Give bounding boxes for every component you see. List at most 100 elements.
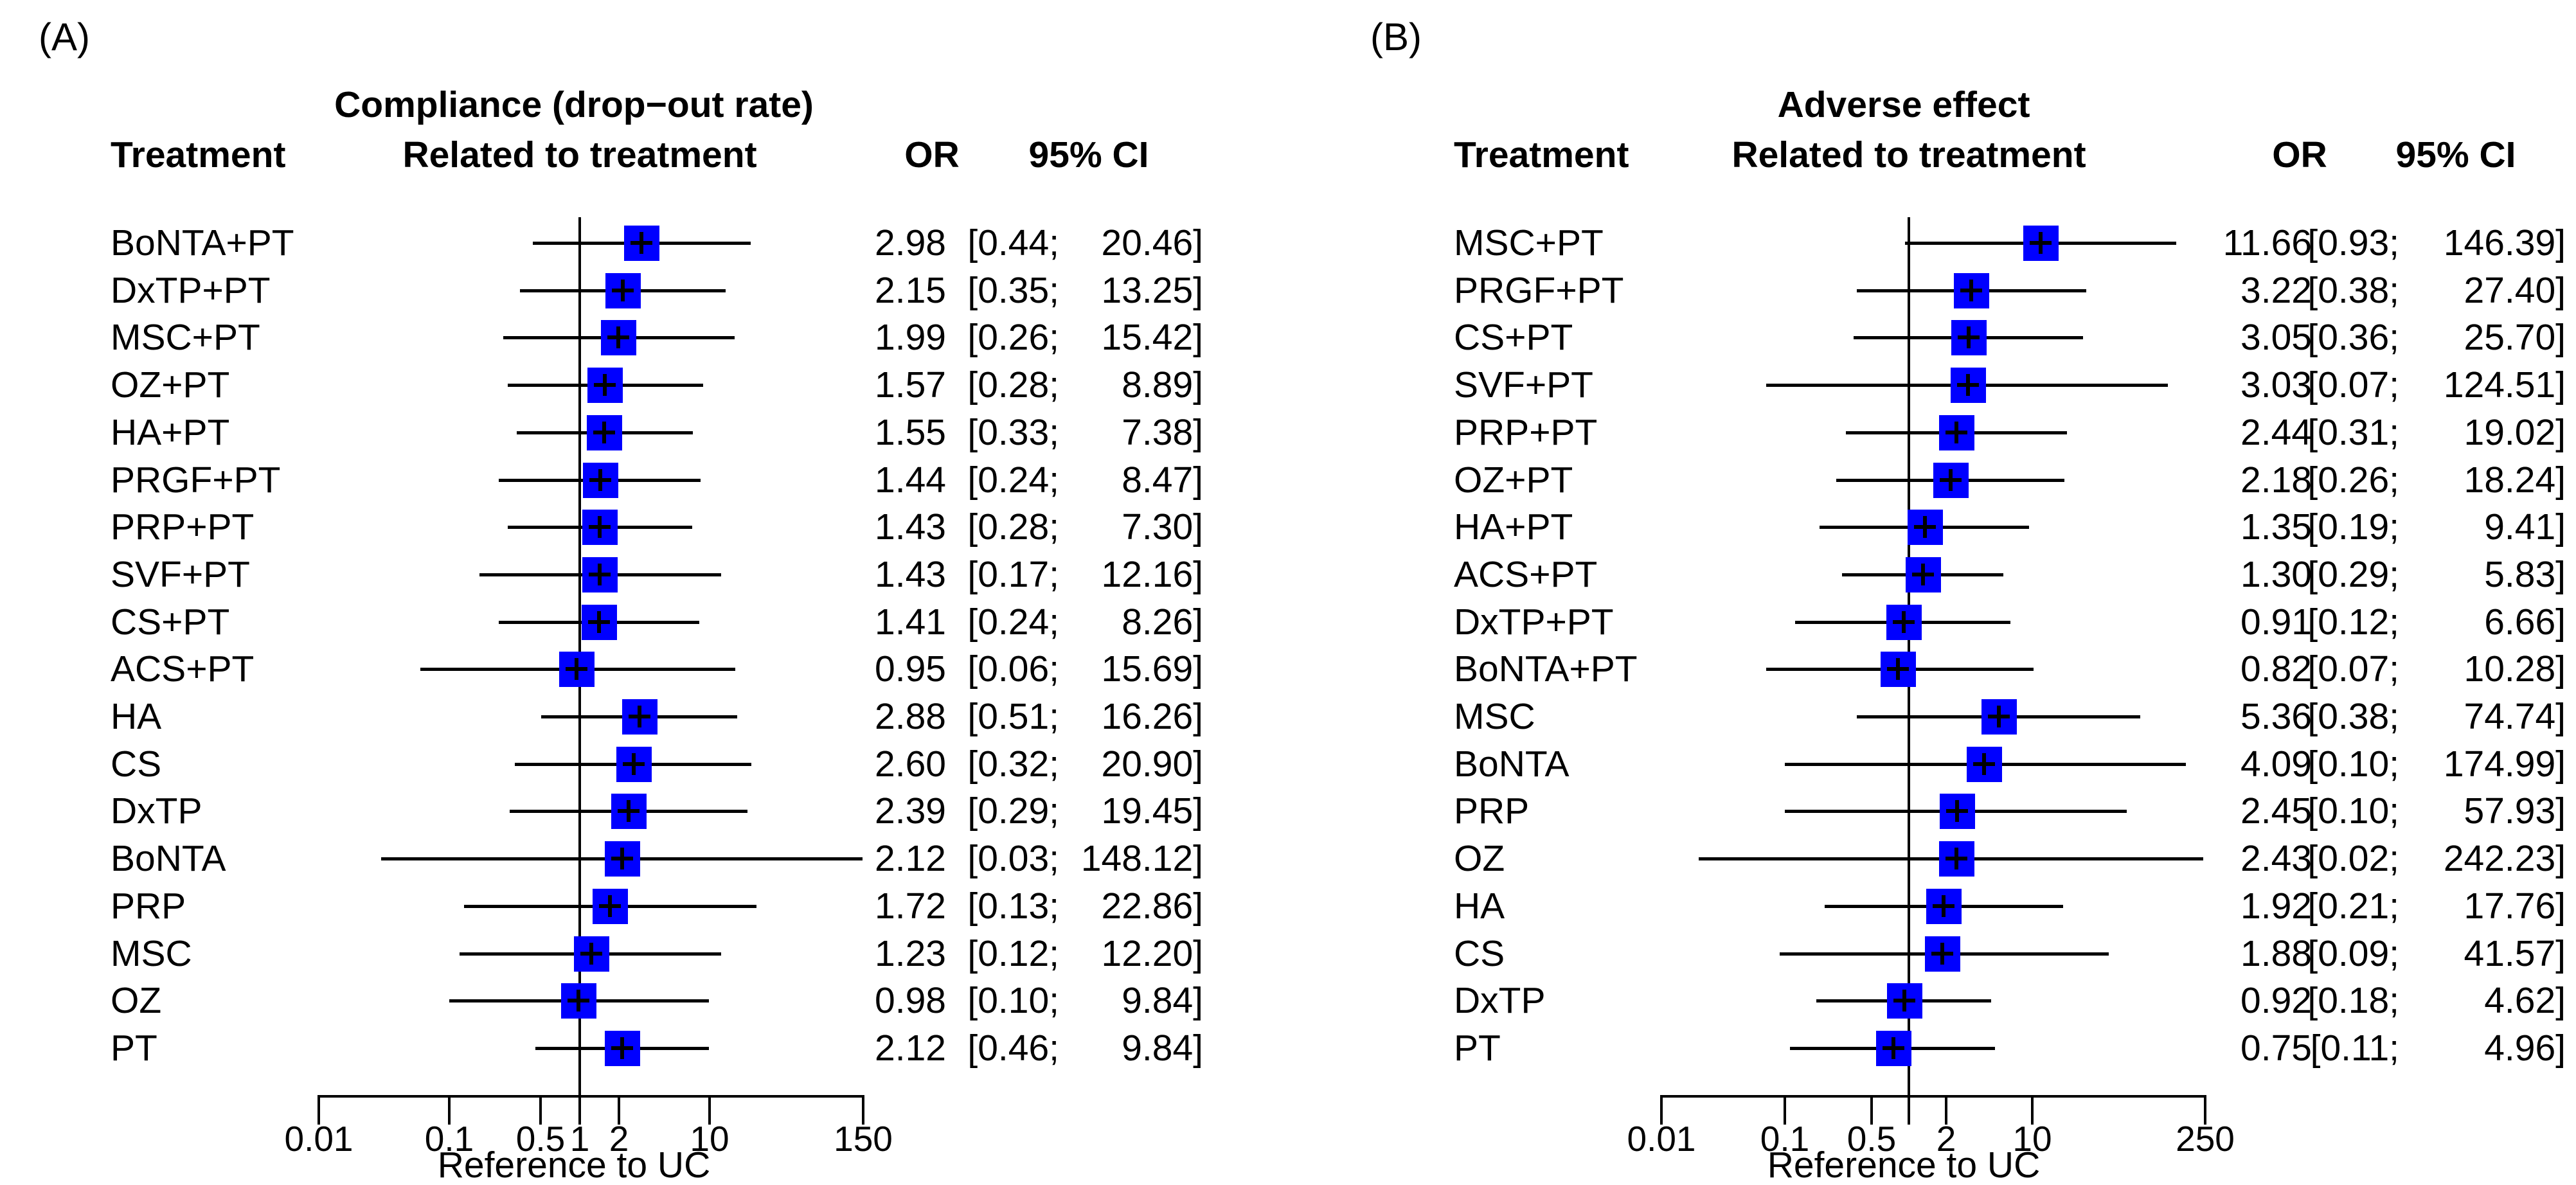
or-point-cross-horizontal xyxy=(1893,620,1915,624)
ci-low-value: [0.93; xyxy=(2307,222,2399,263)
ci-high-value: 7.30] xyxy=(1122,506,1203,548)
treatment-label: PRP xyxy=(111,886,186,927)
ci-low-value: [0.07; xyxy=(2307,648,2399,690)
ci-low-value: [0.07; xyxy=(2307,364,2399,405)
panel-b-col-treatment: Treatment xyxy=(1454,134,1629,175)
ci-low-value: [0.03; xyxy=(967,838,1059,879)
treatment-label: DxTP xyxy=(1454,980,1546,1021)
or-point-cross-horizontal xyxy=(588,620,610,624)
treatment-label: PRP xyxy=(1454,790,1530,832)
or-value: 1.30 xyxy=(2241,554,2312,595)
x-axis-tick xyxy=(2204,1096,2206,1125)
or-value: 1.43 xyxy=(875,506,946,548)
treatment-label: OZ xyxy=(111,980,162,1021)
or-point-cross-horizontal xyxy=(594,383,616,387)
or-value: 1.72 xyxy=(875,886,946,927)
or-point-cross-horizontal xyxy=(618,809,640,813)
ci-low-value: [0.44; xyxy=(967,222,1059,263)
treatment-label: DxTP+PT xyxy=(1454,601,1614,643)
ci-high-value: 17.76] xyxy=(2464,886,2566,927)
panel-a-subtitle: Related to treatment xyxy=(402,134,757,175)
or-point-cross-horizontal xyxy=(599,904,621,908)
or-value: 1.88 xyxy=(2241,933,2312,974)
treatment-label: PRGF+PT xyxy=(111,459,281,501)
or-value: 2.12 xyxy=(875,1028,946,1069)
x-axis-tick xyxy=(618,1096,620,1125)
or-value: 2.39 xyxy=(875,790,946,832)
x-axis-line xyxy=(1660,1095,2206,1098)
ci-low-value: [0.10; xyxy=(2307,790,2399,832)
treatment-label: HA xyxy=(1454,886,1505,927)
ci-high-value: 4.62] xyxy=(2484,980,2566,1021)
x-axis-tick xyxy=(1660,1096,1663,1125)
or-point-cross-horizontal xyxy=(1958,335,1980,339)
x-axis-tick xyxy=(448,1096,451,1125)
ci-low-value: [0.02; xyxy=(2307,838,2399,879)
ci-high-value: 12.16] xyxy=(1101,554,1203,595)
or-point-cross-horizontal xyxy=(629,715,650,718)
treatment-label: CS+PT xyxy=(111,601,230,643)
ci-low-value: [0.13; xyxy=(967,886,1059,927)
ci-high-value: 22.86] xyxy=(1101,886,1203,927)
treatment-label: HA xyxy=(111,696,162,737)
x-axis-tick-label: 0.1 xyxy=(424,1119,474,1159)
treatment-label: MSC xyxy=(1454,696,1535,737)
x-axis-tick-label: 150 xyxy=(834,1119,893,1159)
ci-high-value: 74.74] xyxy=(2464,696,2566,737)
or-point-cross-horizontal xyxy=(1946,809,1968,813)
ci-high-value: 16.26] xyxy=(1101,696,1203,737)
or-value: 2.45 xyxy=(2241,790,2312,832)
x-axis-tick xyxy=(1908,1096,1910,1125)
x-axis-tick-label: 1 xyxy=(569,1119,590,1159)
or-point-cross-horizontal xyxy=(589,478,611,482)
treatment-label: PRP+PT xyxy=(1454,412,1598,453)
ci-high-value: 12.20] xyxy=(1101,933,1203,974)
panel-b-title: Adverse effect xyxy=(1777,84,2030,125)
ci-low-value: [0.28; xyxy=(967,506,1059,548)
treatment-label: PRGF+PT xyxy=(1454,270,1624,311)
x-axis-tick xyxy=(2031,1096,2034,1125)
or-point-cross-horizontal xyxy=(580,952,602,956)
ci-high-value: 8.26] xyxy=(1122,601,1203,643)
or-value: 1.35 xyxy=(2241,506,2312,548)
treatment-label: CS xyxy=(111,744,162,785)
or-value: 0.98 xyxy=(875,980,946,1021)
ci-high-value: 148.12] xyxy=(1080,838,1203,879)
treatment-label: HA+PT xyxy=(111,412,230,453)
treatment-label: SVF+PT xyxy=(1454,364,1593,405)
ci-low-value: [0.17; xyxy=(967,554,1059,595)
or-value: 3.05 xyxy=(2241,317,2312,358)
or-point-cross-horizontal xyxy=(1988,715,2010,718)
ci-high-value: 41.57] xyxy=(2464,933,2566,974)
or-point-cross-horizontal xyxy=(1973,762,1995,766)
ci-high-value: 242.23] xyxy=(2443,838,2566,879)
treatment-label: ACS+PT xyxy=(111,648,255,690)
x-axis-tick-label: 2 xyxy=(609,1119,629,1159)
or-value: 0.92 xyxy=(2241,980,2312,1021)
ci-high-value: 19.02] xyxy=(2464,412,2566,453)
x-axis-tick xyxy=(708,1096,711,1125)
x-axis-tick-label: 0.01 xyxy=(284,1119,353,1159)
ci-low-value: [0.10; xyxy=(967,980,1059,1021)
or-value: 3.22 xyxy=(2241,270,2312,311)
or-point-cross-horizontal xyxy=(1887,667,1909,671)
or-value: 4.09 xyxy=(2241,744,2312,785)
ci-high-value: 15.42] xyxy=(1101,317,1203,358)
ci-high-value: 4.96] xyxy=(2484,1028,2566,1069)
or-value: 1.43 xyxy=(875,554,946,595)
treatment-label: SVF+PT xyxy=(111,554,250,595)
treatment-label: MSC xyxy=(111,933,192,974)
ci-high-value: 9.41] xyxy=(2484,506,2566,548)
or-value: 1.92 xyxy=(2241,886,2312,927)
ci-low-value: [0.51; xyxy=(967,696,1059,737)
or-value: 0.82 xyxy=(2241,648,2312,690)
treatment-label: CS+PT xyxy=(1454,317,1573,358)
ci-low-value: [0.31; xyxy=(2307,412,2399,453)
ci-low-value: [0.19; xyxy=(2307,506,2399,548)
or-value: 2.60 xyxy=(875,744,946,785)
x-axis-tick-label: 2 xyxy=(1936,1119,1956,1159)
x-axis-tick xyxy=(578,1096,581,1125)
panel-a-col-treatment: Treatment xyxy=(111,134,286,175)
or-point-cross-horizontal xyxy=(1912,573,1934,576)
